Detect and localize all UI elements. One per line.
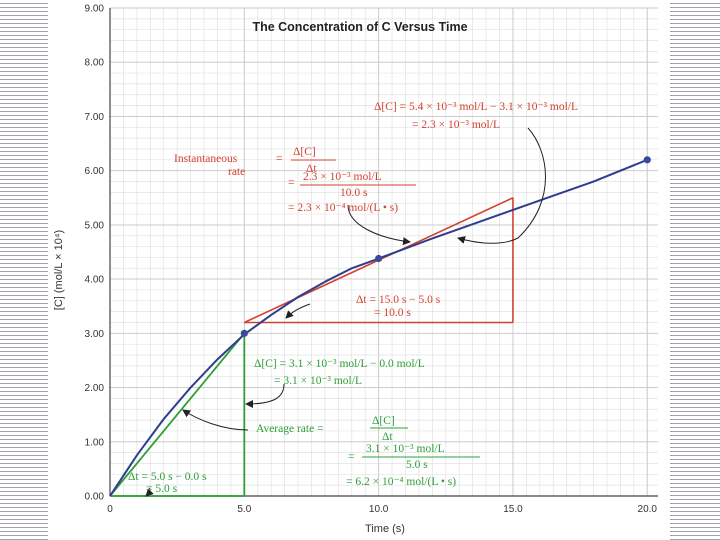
y-tick-label: 6.00 [85, 166, 105, 177]
data-point [240, 329, 248, 337]
x-tick-label: 5.0 [237, 504, 251, 515]
ticks: 0.001.002.003.004.005.006.007.008.009.00… [85, 4, 658, 516]
delta-t-red-line2: = 10.0 s [374, 307, 411, 319]
y-tick-label: 1.00 [85, 437, 105, 448]
data-point [375, 254, 383, 263]
arrow-delta-t-red [285, 303, 311, 319]
instantaneous-rate-word: rate [228, 166, 245, 178]
instantaneous-line3: = 2.3 × 10⁻⁴ mol/(L • s) [288, 202, 398, 214]
series-line [109, 158, 648, 497]
average-frac-num: Δ[C] [372, 415, 395, 427]
annotation-delta-c-red: Δ[C] = 5.4 × 10⁻³ mol/L − 3.1 × 10⁻³ mol… [374, 101, 578, 131]
delta-c-red-line1: Δ[C] = 5.4 × 10⁻³ mol/L − 3.1 × 10⁻³ mol… [374, 101, 578, 113]
y-tick-label: 3.00 [85, 329, 105, 340]
arrow-average [182, 409, 249, 431]
y-tick-label: 2.00 [85, 383, 105, 394]
y-tick-label: 8.00 [85, 58, 105, 69]
average-line2-num: 3.1 × 10⁻³ mol/L [366, 443, 445, 455]
average-line3: = 6.2 × 10⁻⁴ mol/(L • s) [346, 476, 456, 488]
y-tick-label: 0.00 [85, 492, 105, 503]
delta-c-red-line2: = 2.3 × 10⁻³ mol/L [412, 119, 500, 131]
delta-t-red-line1: Δt = 15.0 s − 5.0 s [356, 294, 441, 306]
annotation-average: Average rate = Δ[C] Δt = 3.1 × 10⁻³ mol/… [256, 415, 480, 488]
x-tick-label: 0 [107, 504, 113, 515]
delta-c-green-line1: Δ[C] = 3.1 × 10⁻³ mol/L − 0.0 mol/L [254, 358, 425, 370]
y-tick-label: 4.00 [85, 275, 105, 286]
instantaneous-line2-num: 2.3 × 10⁻³ mol/L [303, 171, 382, 183]
instantaneous-frac-num: Δ[C] [293, 146, 316, 158]
arrow-delta-t-green [145, 487, 154, 497]
chart-figure: 0.00 1.00 2.00 3.00 4.00 5.00 6.00 7.00 8.00 9.00… [48, 0, 670, 540]
chart-svg: 0.001.002.003.004.005.006.007.008.009.00… [53, 4, 658, 535]
left-stripe-border [0, 0, 48, 540]
instantaneous-eq2: = [288, 177, 295, 189]
x-axis-label: Time (s) [365, 523, 405, 535]
annotation-instantaneous: Instantaneous = rate Δ[C] Δt = 2.3 × 10⁻… [174, 146, 416, 214]
instantaneous-frac-den: Δt [306, 163, 317, 175]
annotation-delta-t-green: Δt = 5.0 s − 0.0 s = 5.0 s [128, 471, 207, 495]
grid [109, 7, 658, 497]
instantaneous-label: Instantaneous [174, 153, 238, 165]
average-secant-line [109, 332, 246, 497]
delta-t-green-line1: Δt = 5.0 s − 0.0 s [128, 471, 207, 483]
y-axis-label: [C] (mol/L × 10⁴) [53, 230, 65, 310]
y-tick-label: 7.00 [85, 112, 105, 123]
average-label: Average rate = [256, 423, 324, 435]
x-tick-label: 15.0 [503, 504, 523, 515]
right-stripe-border [670, 0, 720, 540]
average-line2-den: 5.0 s [406, 459, 428, 471]
delta-t-green-line2: = 5.0 s [146, 483, 178, 495]
arrow-delta-c-red [457, 127, 546, 244]
average-frac-den: Δt [382, 431, 393, 443]
annotation-delta-c-green: Δ[C] = 3.1 × 10⁻³ mol/L − 0.0 mol/L = 3.… [254, 358, 425, 387]
chart-shapes [109, 156, 651, 497]
y-tick-label: 5.00 [85, 220, 105, 231]
annotation-delta-t-red: Δt = 15.0 s − 5.0 s = 10.0 s [356, 294, 441, 319]
x-tick-label: 10.0 [369, 504, 389, 515]
data-point [643, 156, 651, 164]
instantaneous-eq: = [276, 153, 283, 165]
y-tick-label: 9.00 [85, 4, 105, 15]
x-tick-label: 20.0 [638, 504, 658, 515]
average-eq2: = [348, 451, 355, 463]
delta-c-green-line2: = 3.1 × 10⁻³ mol/L [274, 375, 362, 387]
instantaneous-line2-den: 10.0 s [340, 187, 368, 199]
arrow-instantaneous [347, 204, 411, 246]
chart-title: The Concentration of C Versus Time [252, 20, 467, 34]
arrow-delta-c-green [245, 383, 285, 408]
